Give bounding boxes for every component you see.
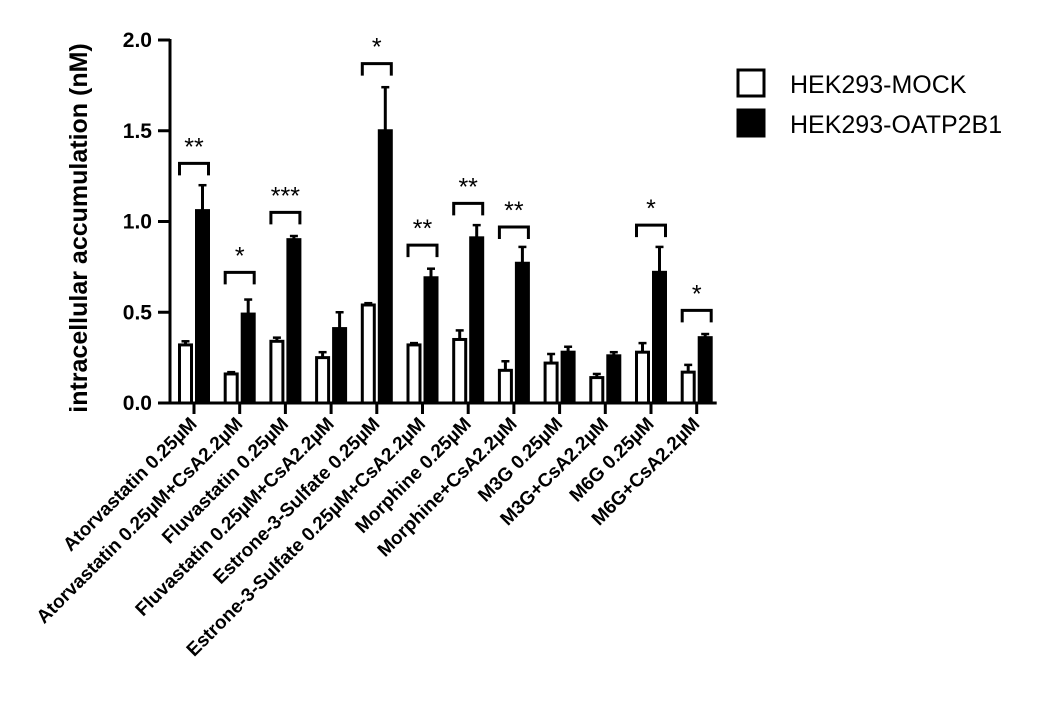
bar-mock <box>315 356 331 405</box>
bar-mock <box>178 343 193 405</box>
significance-bracket <box>223 270 256 285</box>
bar-mock <box>223 372 239 405</box>
bar-oatp2b1 <box>697 336 713 405</box>
significance-label: ** <box>184 133 204 161</box>
significance-label: ** <box>504 197 524 225</box>
legend-label-mock: HEK293-MOCK <box>790 71 967 99</box>
x-tick-label: Atorvastatin 0.25µM+CsA2.2µM <box>33 414 247 628</box>
y-tick-label: 2.0 <box>123 29 152 52</box>
significance-bracket <box>269 210 302 225</box>
bar-oatp2b1 <box>423 276 439 405</box>
significance-label: ** <box>458 173 478 201</box>
bar-oatp2b1 <box>560 350 576 405</box>
bar-oatp2b1 <box>286 238 302 405</box>
significance-bracket <box>497 225 530 239</box>
significance-label: * <box>235 242 245 270</box>
bar-mock <box>635 350 650 405</box>
bar-oatp2b1 <box>514 261 530 405</box>
significance-bracket <box>452 201 485 216</box>
bar-mock <box>680 370 696 405</box>
significance-bracket <box>406 243 439 258</box>
bar-oatp2b1 <box>469 236 485 405</box>
legend: HEK293-MOCK HEK293-OATP2B1 <box>736 68 1002 139</box>
y-axis-title: intracellular accumulation (nM) <box>65 43 93 413</box>
bar-oatp2b1 <box>240 312 256 405</box>
bar-oatp2b1 <box>652 270 667 405</box>
bar-mock <box>589 376 605 405</box>
bar-mock <box>360 303 376 405</box>
significance-label: ** <box>413 215 433 243</box>
y-tick-label: 0.5 <box>123 301 153 324</box>
bar-mock <box>452 337 468 405</box>
bar-oatp2b1 <box>195 209 210 405</box>
legend-swatch-mock <box>736 68 766 98</box>
significance-bracket <box>178 161 210 176</box>
significance-bracket <box>635 223 667 238</box>
significance-label: * <box>372 34 382 62</box>
bar-mock <box>543 361 559 405</box>
y-tick-label: 1.0 <box>123 211 152 234</box>
y-tick-label: 0.0 <box>123 392 152 415</box>
bar-mock <box>406 343 422 405</box>
significance-label: * <box>692 280 702 308</box>
legend-label-oatp2b1: HEK293-OATP2B1 <box>790 111 1002 139</box>
legend-swatch-oatp2b1 <box>736 108 766 138</box>
y-tick-label: 1.5 <box>123 120 153 143</box>
significance-label: * <box>646 195 656 223</box>
bar-mock <box>497 368 513 405</box>
bar-oatp2b1 <box>606 354 622 405</box>
bar-oatp2b1 <box>377 129 393 405</box>
significance-bracket <box>360 62 393 76</box>
bar-oatp2b1 <box>332 327 348 405</box>
bar-mock <box>269 339 285 405</box>
significance-label: *** <box>271 182 300 210</box>
significance-bracket <box>680 308 713 323</box>
